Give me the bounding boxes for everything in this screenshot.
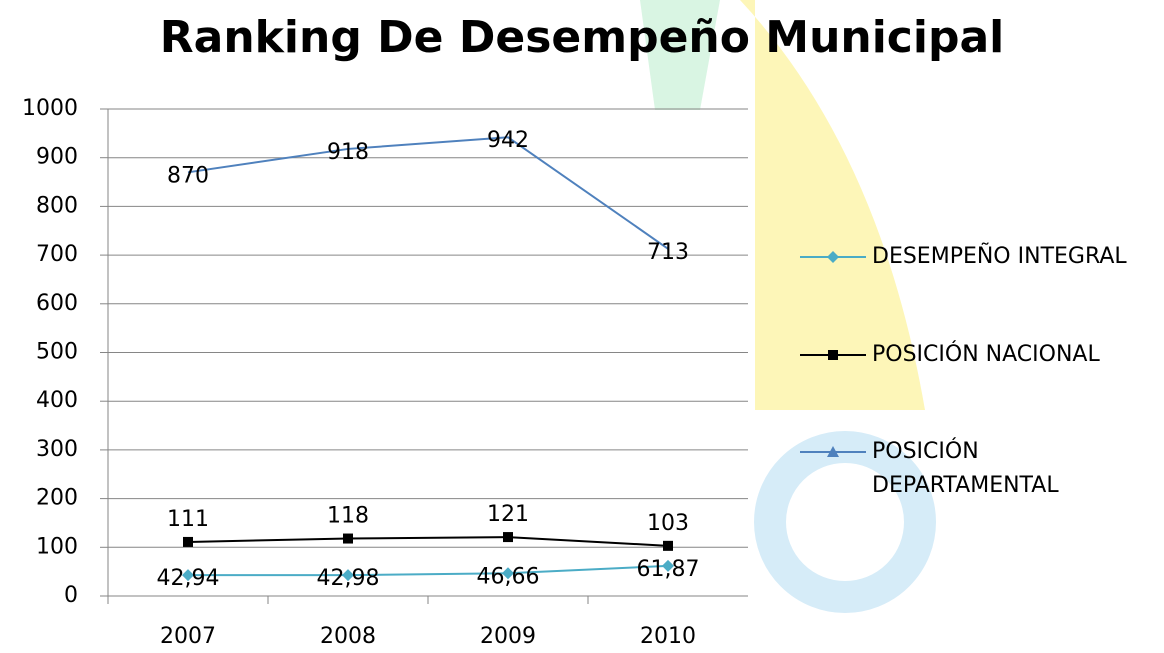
y-tick-label: 800 bbox=[36, 193, 78, 218]
y-tick-label: 200 bbox=[36, 486, 78, 511]
marker bbox=[503, 532, 513, 542]
y-tick-label: 100 bbox=[36, 534, 78, 559]
series-line bbox=[188, 566, 668, 575]
x-tick-label: 2008 bbox=[320, 624, 376, 649]
data-label: 61,87 bbox=[637, 557, 700, 582]
legend-entry: POSICIÓN NACIONAL bbox=[800, 338, 1152, 372]
y-tick-label: 300 bbox=[36, 437, 78, 462]
data-label: 118 bbox=[327, 504, 369, 529]
legend-label: POSICIÓN DEPARTAMENTAL bbox=[872, 435, 1152, 503]
marker bbox=[663, 541, 673, 551]
data-label: 111 bbox=[167, 507, 209, 532]
series-line bbox=[188, 137, 668, 249]
chart-title: Ranking De Desempeño Municipal bbox=[160, 12, 1004, 63]
legend-entry: DESEMPEÑO INTEGRAL bbox=[800, 240, 1152, 274]
y-tick-label: 0 bbox=[64, 583, 78, 608]
x-tick-label: 2010 bbox=[640, 624, 696, 649]
y-tick-label: 700 bbox=[36, 242, 78, 267]
data-label: 42,94 bbox=[157, 566, 220, 591]
x-tick-label: 2009 bbox=[480, 624, 536, 649]
chart: Ranking De Desempeño Municipal 0 100 200 30… bbox=[0, 0, 1164, 653]
y-tick-label: 600 bbox=[36, 291, 78, 316]
y-tick-label: 900 bbox=[36, 145, 78, 170]
legend-label: DESEMPEÑO INTEGRAL bbox=[872, 240, 1152, 274]
marker bbox=[828, 350, 838, 360]
legend-label: POSICIÓN NACIONAL bbox=[872, 338, 1152, 372]
data-label: 713 bbox=[647, 240, 689, 265]
page: Ranking De Desempeño Municipal 0 100 200 30… bbox=[0, 0, 1164, 653]
data-label: 918 bbox=[327, 140, 369, 165]
data-label: 870 bbox=[167, 163, 209, 188]
y-tick-label: 1000 bbox=[22, 96, 78, 121]
marker bbox=[343, 534, 353, 544]
data-label: 103 bbox=[647, 511, 689, 536]
y-tick-label: 400 bbox=[36, 388, 78, 413]
data-label: 121 bbox=[487, 502, 529, 527]
y-tick-label: 500 bbox=[36, 340, 78, 365]
legend-entry: POSICIÓN DEPARTAMENTAL bbox=[800, 435, 1152, 503]
data-label: 42,98 bbox=[317, 566, 380, 591]
series-line bbox=[188, 537, 668, 546]
marker bbox=[827, 251, 839, 263]
marker bbox=[183, 537, 193, 547]
x-tick-label: 2007 bbox=[160, 624, 216, 649]
data-label: 46,66 bbox=[477, 564, 540, 589]
legend-icon bbox=[800, 240, 872, 274]
legend-icon bbox=[800, 338, 872, 372]
legend-icon bbox=[800, 435, 872, 469]
data-label: 942 bbox=[487, 128, 529, 153]
